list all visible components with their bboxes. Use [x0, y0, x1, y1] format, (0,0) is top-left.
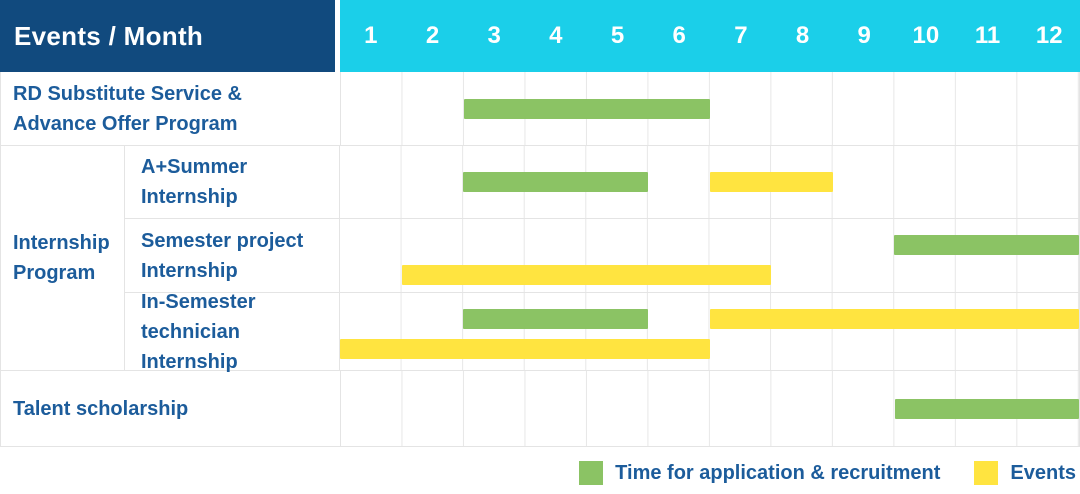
table-row: In-Semester technician Internship	[125, 290, 1079, 373]
legend-label-events: Events	[1010, 461, 1076, 484]
month-label: 3	[487, 22, 501, 49]
gantt-lane-a-summer	[339, 146, 1079, 218]
row-label-talent-scholarship: Talent scholarship	[13, 397, 189, 420]
legend-label-application: Time for application & recruitment	[615, 461, 941, 484]
month-label: 10	[912, 22, 940, 49]
gantt-bar-application	[464, 98, 710, 119]
legend-item-events: Events	[974, 461, 1076, 485]
events-month-header: Events / Month	[0, 0, 340, 72]
table-body: RD Substitute Service & Advance Offer Pr…	[0, 72, 1080, 447]
gantt-bar-application	[463, 172, 648, 192]
legend-item-application: Time for application & recruitment	[579, 461, 940, 485]
month-header-cells: 1 2 3 4 5 6 7 8 9 10 11 12	[340, 0, 1080, 72]
group-label-internship-program: Internship Program	[1, 146, 125, 370]
gantt-lane-semester-project	[339, 219, 1079, 292]
month-label: 4	[549, 22, 563, 49]
gantt-lane-talent-scholarship	[340, 371, 1079, 446]
group-rows: A+Summer Internship Semester project Int…	[125, 146, 1079, 373]
table-header-row: Events / Month 1 2 3 4 5 6 7 8 9 10 11 12	[0, 0, 1080, 72]
month-label: 5	[610, 22, 625, 49]
gantt-bar-event	[401, 265, 772, 285]
month-label: 12	[1035, 22, 1063, 49]
gantt-bar-event	[340, 339, 710, 359]
row-label-a-summer: A+Summer Internship	[141, 156, 248, 208]
row-label-semester-project: Semester project Internship	[141, 229, 304, 282]
application-green-swatch-icon	[579, 461, 604, 485]
row-label-in-semester: In-Semester technician Internship	[141, 290, 256, 373]
month-label: 11	[974, 22, 1001, 49]
month-label: 9	[857, 22, 871, 49]
table-row: A+Summer Internship	[125, 146, 1079, 219]
month-label: 6	[672, 22, 686, 49]
month-label: 1	[364, 22, 378, 49]
table-row: Semester project Internship	[125, 219, 1079, 293]
gantt-lane-rd-substitute	[340, 72, 1079, 145]
gantt-bar-event	[709, 172, 833, 192]
month-label: 2	[425, 22, 440, 49]
gantt-bar-application	[894, 398, 1079, 419]
gantt-bar-event	[709, 309, 1079, 329]
row-label-rd-substitute: RD Substitute Service & Advance Offer Pr…	[13, 82, 242, 135]
table-row: RD Substitute Service & Advance Offer Pr…	[1, 72, 1079, 146]
table-row: Talent scholarship	[1, 371, 1079, 446]
gantt-lane-in-semester	[339, 293, 1079, 370]
month-label: 8	[795, 22, 810, 49]
events-yellow-swatch-icon	[974, 461, 999, 485]
gantt-bar-application	[463, 309, 648, 329]
month-label: 7	[734, 22, 748, 49]
legend: Time for application & recruitment Event…	[0, 447, 1080, 494]
gantt-bar-application	[894, 235, 1079, 255]
internship-program-group: Internship Program A+Summer Internship S…	[1, 146, 1079, 373]
